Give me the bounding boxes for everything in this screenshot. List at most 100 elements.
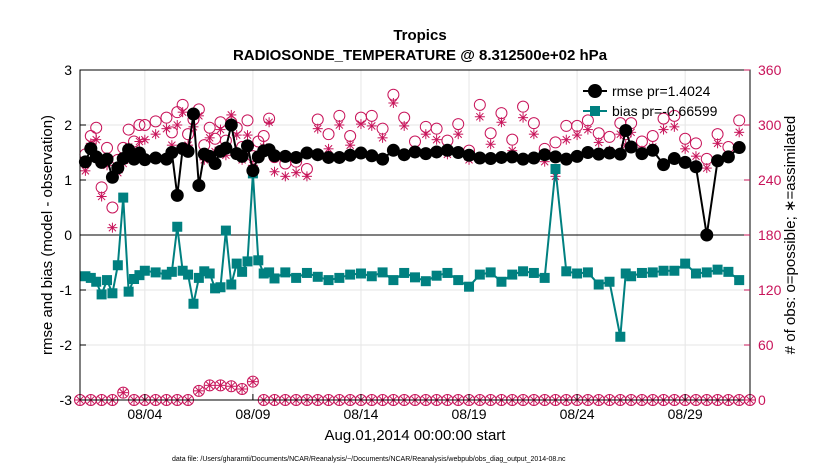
rmse-marker [527, 151, 541, 165]
obs-possible-marker [452, 118, 465, 131]
bias-marker [420, 276, 431, 287]
obs-possible-marker [646, 130, 659, 142]
rmse-marker [224, 118, 238, 132]
y-right-tick-label: 60 [758, 337, 774, 353]
bias-marker [312, 271, 323, 282]
rmse-marker [581, 146, 595, 159]
y-right-tick-label: 360 [758, 62, 782, 78]
bias-marker [658, 265, 669, 276]
legend-bias-marker [590, 106, 600, 116]
bias-marker [269, 273, 280, 284]
bias-marker [323, 275, 334, 286]
y-right-tick-label: 0 [758, 392, 766, 408]
bias-marker [253, 255, 264, 266]
bias-marker [85, 272, 96, 283]
obs-assimilated-marker [388, 98, 399, 108]
rmse-marker [440, 143, 454, 157]
obs-assimilated-bottom-marker [193, 385, 204, 396]
rmse-marker [181, 144, 195, 158]
obs-assimilated-marker [669, 121, 680, 132]
rmse-marker [613, 147, 627, 161]
bias-marker [96, 289, 107, 300]
obs-assimilated-marker [734, 127, 745, 138]
obs-possible-marker [365, 109, 378, 122]
obs-possible-bottom-marker [236, 383, 249, 395]
x-tick-label: 08/04 [127, 406, 162, 422]
obs-assimilated-marker [334, 120, 345, 130]
obs-assimilated-marker [355, 119, 366, 130]
bias-marker [258, 268, 269, 279]
bias-marker [237, 266, 248, 277]
obs-possible-marker [122, 123, 135, 136]
bias-marker [366, 271, 377, 282]
obs-assimilated-marker [139, 134, 150, 145]
obs-possible-marker [495, 107, 508, 120]
bias-marker [188, 298, 199, 309]
bias-marker [550, 164, 561, 174]
obs-possible-marker [90, 121, 103, 134]
bias-marker [345, 269, 356, 280]
rmse-marker [516, 152, 530, 166]
obs-possible-marker [241, 114, 254, 127]
rmse-marker [246, 164, 260, 178]
rmse-marker [494, 150, 508, 164]
obs-assimilated-marker [572, 130, 583, 141]
obs-possible-marker [133, 119, 146, 131]
obs-assimilated-bottom-marker [237, 384, 248, 394]
rmse-marker [208, 157, 222, 170]
y-tick-label: 0 [64, 227, 72, 243]
obs-assimilated-marker [474, 111, 485, 122]
bias-marker [193, 272, 204, 283]
obs-possible-marker [203, 121, 216, 134]
obs-possible-bottom-marker [117, 386, 130, 399]
obs-assimilated-marker [431, 134, 442, 145]
bias-marker [183, 269, 194, 280]
obs-possible-marker [484, 127, 497, 140]
y-axis-left: -3 -2 -1 0 1 2 3 [60, 62, 86, 408]
bias-marker [464, 281, 475, 292]
obs-possible-marker [549, 136, 562, 149]
bias-marker [507, 269, 518, 280]
obs-possible-marker [257, 130, 270, 142]
obs-possible-marker [311, 113, 324, 126]
bias-marker [215, 282, 226, 293]
bias-marker [388, 275, 399, 286]
rmse-marker [646, 143, 660, 157]
rmse-marker [473, 151, 487, 165]
bias-marker [166, 266, 177, 277]
obs-assimilated-marker [312, 123, 323, 134]
obs-assimilated-marker [242, 130, 253, 141]
x-tick-label: 08/19 [452, 406, 487, 422]
rmse-marker [138, 153, 152, 167]
rmse-marker [484, 152, 498, 166]
obs-possible-marker [668, 109, 681, 122]
bias-marker [431, 270, 442, 281]
x-axis-label: Aug.01,2014 00:00:00 start [325, 427, 507, 444]
bias-marker [582, 267, 593, 278]
obs-possible-marker [333, 109, 346, 122]
bias-marker [220, 225, 231, 236]
data-file-note: data file: /Users/gharamti/Documents/NCA… [172, 456, 566, 463]
bias-marker [280, 267, 291, 278]
rmse-marker [689, 160, 703, 174]
obs-assimilated-marker [518, 112, 529, 123]
rmse-marker [78, 155, 92, 169]
bias-marker [615, 331, 626, 342]
rmse-marker [397, 148, 411, 162]
obs-possible-marker [592, 127, 605, 140]
rmse-marker [451, 146, 465, 159]
obs-assimilated-bottom-marker [118, 387, 129, 398]
rmse-marker [559, 152, 573, 166]
rmse-marker [100, 152, 114, 166]
bias-marker [129, 274, 140, 284]
bias-marker [231, 258, 242, 269]
rmse-marker [235, 149, 249, 163]
x-tick-label: 08/14 [343, 406, 378, 422]
obs-possible-marker [344, 130, 357, 142]
obs-assimilated-marker [91, 134, 102, 145]
rmse-marker [548, 150, 562, 164]
y-axis-label: rmse and bias (model - observation) [39, 115, 56, 355]
rmse-marker [592, 147, 606, 161]
obs-possible-marker [473, 98, 486, 111]
